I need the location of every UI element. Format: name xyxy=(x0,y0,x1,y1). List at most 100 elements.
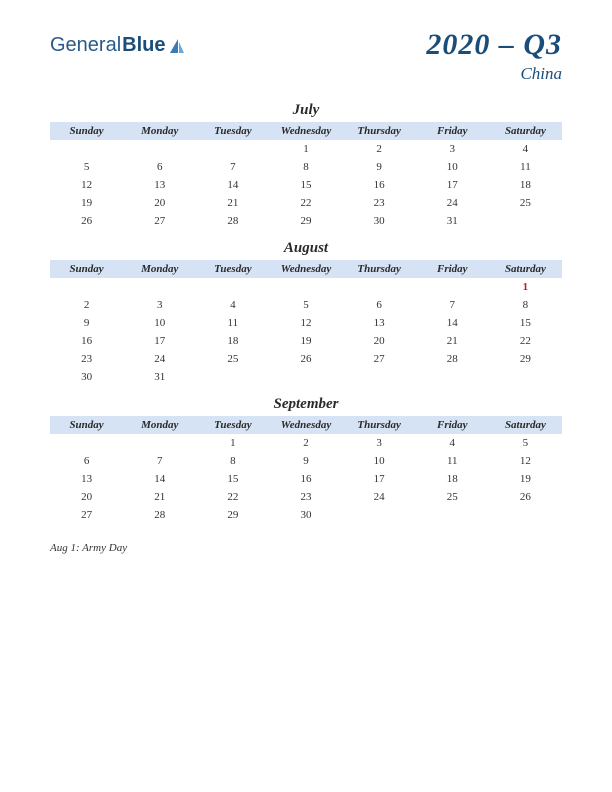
calendar-cell xyxy=(489,212,562,230)
calendar-cell: 14 xyxy=(416,314,489,332)
calendar-row: 12345 xyxy=(50,434,562,452)
calendar-cell: 16 xyxy=(343,176,416,194)
month-name: August xyxy=(50,240,562,257)
calendar-table: SundayMondayTuesdayWednesdayThursdayFrid… xyxy=(50,416,562,524)
day-header: Thursday xyxy=(343,260,416,278)
calendar-cell xyxy=(196,140,269,158)
calendar-cell: 8 xyxy=(269,158,342,176)
calendar-cell xyxy=(416,278,489,296)
calendar-cell: 6 xyxy=(343,296,416,314)
calendar-cell: 5 xyxy=(269,296,342,314)
calendar-cell: 30 xyxy=(269,506,342,524)
calendar-row: 20212223242526 xyxy=(50,488,562,506)
calendar-cell xyxy=(489,368,562,386)
day-header: Saturday xyxy=(489,122,562,140)
calendar-cell: 5 xyxy=(489,434,562,452)
page-title: 2020 – Q3 xyxy=(426,28,562,62)
day-header: Thursday xyxy=(343,416,416,434)
calendar-cell: 31 xyxy=(416,212,489,230)
calendar-cell xyxy=(50,434,123,452)
title-block: 2020 – Q3 China xyxy=(426,28,562,84)
calendar-row: 3031 xyxy=(50,368,562,386)
calendar-cell: 16 xyxy=(50,332,123,350)
day-header: Thursday xyxy=(343,122,416,140)
calendar-cell: 4 xyxy=(196,296,269,314)
calendar-cell: 18 xyxy=(196,332,269,350)
calendar-cell: 28 xyxy=(196,212,269,230)
day-header: Monday xyxy=(123,122,196,140)
calendar-cell: 4 xyxy=(416,434,489,452)
calendar-cell: 20 xyxy=(50,488,123,506)
calendar-row: 1 xyxy=(50,278,562,296)
calendar-cell: 7 xyxy=(123,452,196,470)
calendar-cell: 10 xyxy=(416,158,489,176)
calendar-row: 567891011 xyxy=(50,158,562,176)
calendar-cell: 19 xyxy=(50,194,123,212)
calendar-cell: 24 xyxy=(123,350,196,368)
calendar-cell xyxy=(269,278,342,296)
day-header: Tuesday xyxy=(196,122,269,140)
calendar-cell: 2 xyxy=(50,296,123,314)
calendar-cell: 11 xyxy=(416,452,489,470)
calendar-cell: 1 xyxy=(269,140,342,158)
calendar-cell: 7 xyxy=(196,158,269,176)
calendar-cell: 31 xyxy=(123,368,196,386)
day-header: Friday xyxy=(416,260,489,278)
calendar-cell: 30 xyxy=(50,368,123,386)
calendar-cell: 7 xyxy=(416,296,489,314)
logo-sail-icon xyxy=(168,37,186,55)
calendar-cell: 15 xyxy=(196,470,269,488)
calendar-cell: 29 xyxy=(196,506,269,524)
calendar-cell: 29 xyxy=(269,212,342,230)
calendar-cell: 22 xyxy=(196,488,269,506)
day-header: Wednesday xyxy=(269,260,342,278)
calendar-cell: 13 xyxy=(50,470,123,488)
calendar-cell: 8 xyxy=(196,452,269,470)
calendar-cell: 10 xyxy=(343,452,416,470)
calendar-cell: 30 xyxy=(343,212,416,230)
logo: GeneralBlue xyxy=(50,34,186,57)
calendar-cell: 27 xyxy=(50,506,123,524)
calendar-cell: 25 xyxy=(196,350,269,368)
calendar-cell: 19 xyxy=(269,332,342,350)
calendar-row: 6789101112 xyxy=(50,452,562,470)
day-header: Friday xyxy=(416,416,489,434)
calendar-cell: 17 xyxy=(343,470,416,488)
calendar-cell: 14 xyxy=(196,176,269,194)
calendar-cell xyxy=(50,278,123,296)
calendar-cell: 4 xyxy=(489,140,562,158)
month-name: July xyxy=(50,102,562,119)
calendar-cell: 21 xyxy=(196,194,269,212)
calendar-cell: 13 xyxy=(123,176,196,194)
day-header: Wednesday xyxy=(269,122,342,140)
calendar-cell: 21 xyxy=(123,488,196,506)
calendar-cell: 15 xyxy=(269,176,342,194)
calendar-cell: 12 xyxy=(489,452,562,470)
calendar-cell: 25 xyxy=(489,194,562,212)
calendar-table: SundayMondayTuesdayWednesdayThursdayFrid… xyxy=(50,260,562,386)
calendar-cell: 11 xyxy=(196,314,269,332)
header: GeneralBlue 2020 – Q3 China xyxy=(50,28,562,84)
calendar-cell: 1 xyxy=(489,278,562,296)
calendar-cell xyxy=(343,368,416,386)
calendar-cell xyxy=(416,368,489,386)
calendar-cell xyxy=(196,368,269,386)
calendar-row: 12131415161718 xyxy=(50,176,562,194)
calendar-cell: 2 xyxy=(343,140,416,158)
calendar-cell: 6 xyxy=(123,158,196,176)
calendar-cell xyxy=(196,278,269,296)
calendar-cell: 11 xyxy=(489,158,562,176)
calendar-cell: 13 xyxy=(343,314,416,332)
calendar-cell: 24 xyxy=(416,194,489,212)
calendar-cell: 16 xyxy=(269,470,342,488)
month-block: September SundayMondayTuesdayWednesdayThu… xyxy=(50,396,562,524)
calendar-cell: 9 xyxy=(50,314,123,332)
calendar-row: 2345678 xyxy=(50,296,562,314)
calendar-row: 23242526272829 xyxy=(50,350,562,368)
calendar-cell: 28 xyxy=(123,506,196,524)
calendar-cell: 1 xyxy=(196,434,269,452)
calendar-row: 262728293031 xyxy=(50,212,562,230)
calendar-cell: 3 xyxy=(123,296,196,314)
calendar-cell: 3 xyxy=(416,140,489,158)
month-name: September xyxy=(50,396,562,413)
